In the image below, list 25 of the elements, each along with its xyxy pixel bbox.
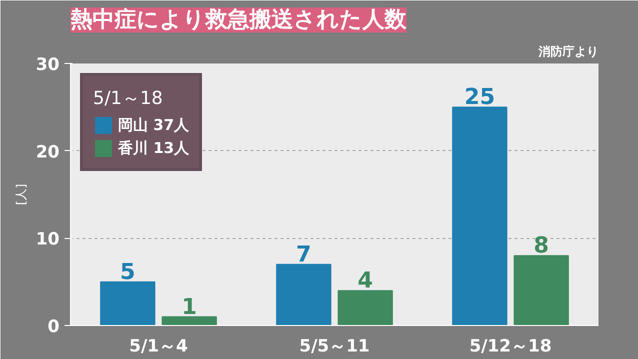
legend-title: 5/1～18 xyxy=(93,87,164,110)
x-tick-label: 5/12～18 xyxy=(469,336,552,356)
bar xyxy=(514,255,569,326)
data-label: 8 xyxy=(534,234,549,259)
data-label: 25 xyxy=(464,85,496,110)
y-tick-label: 20 xyxy=(36,142,60,162)
bar xyxy=(452,106,508,326)
bar xyxy=(162,316,217,326)
bar xyxy=(276,264,332,326)
x-tick-label: 5/1～4 xyxy=(129,336,188,356)
data-label: 7 xyxy=(296,242,312,268)
y-tick-label: 10 xyxy=(36,230,60,250)
y-axis-title: [人] xyxy=(14,184,28,206)
bar xyxy=(338,290,393,326)
chart-title: 熱中症により救急搬送された人数 xyxy=(70,8,408,32)
y-tick-label: 30 xyxy=(36,55,60,75)
data-label: 1 xyxy=(182,294,197,320)
legend-label: 岡山 37人 xyxy=(118,116,190,134)
text: 消防庁より xyxy=(538,44,598,58)
x-tick-label: 5/5～11 xyxy=(299,336,370,356)
data-label: 5 xyxy=(120,260,136,285)
bar xyxy=(100,281,156,326)
y-tick-label: 0 xyxy=(48,317,60,337)
legend-label: 香川 13人 xyxy=(118,138,190,158)
data-label: 4 xyxy=(358,268,373,294)
